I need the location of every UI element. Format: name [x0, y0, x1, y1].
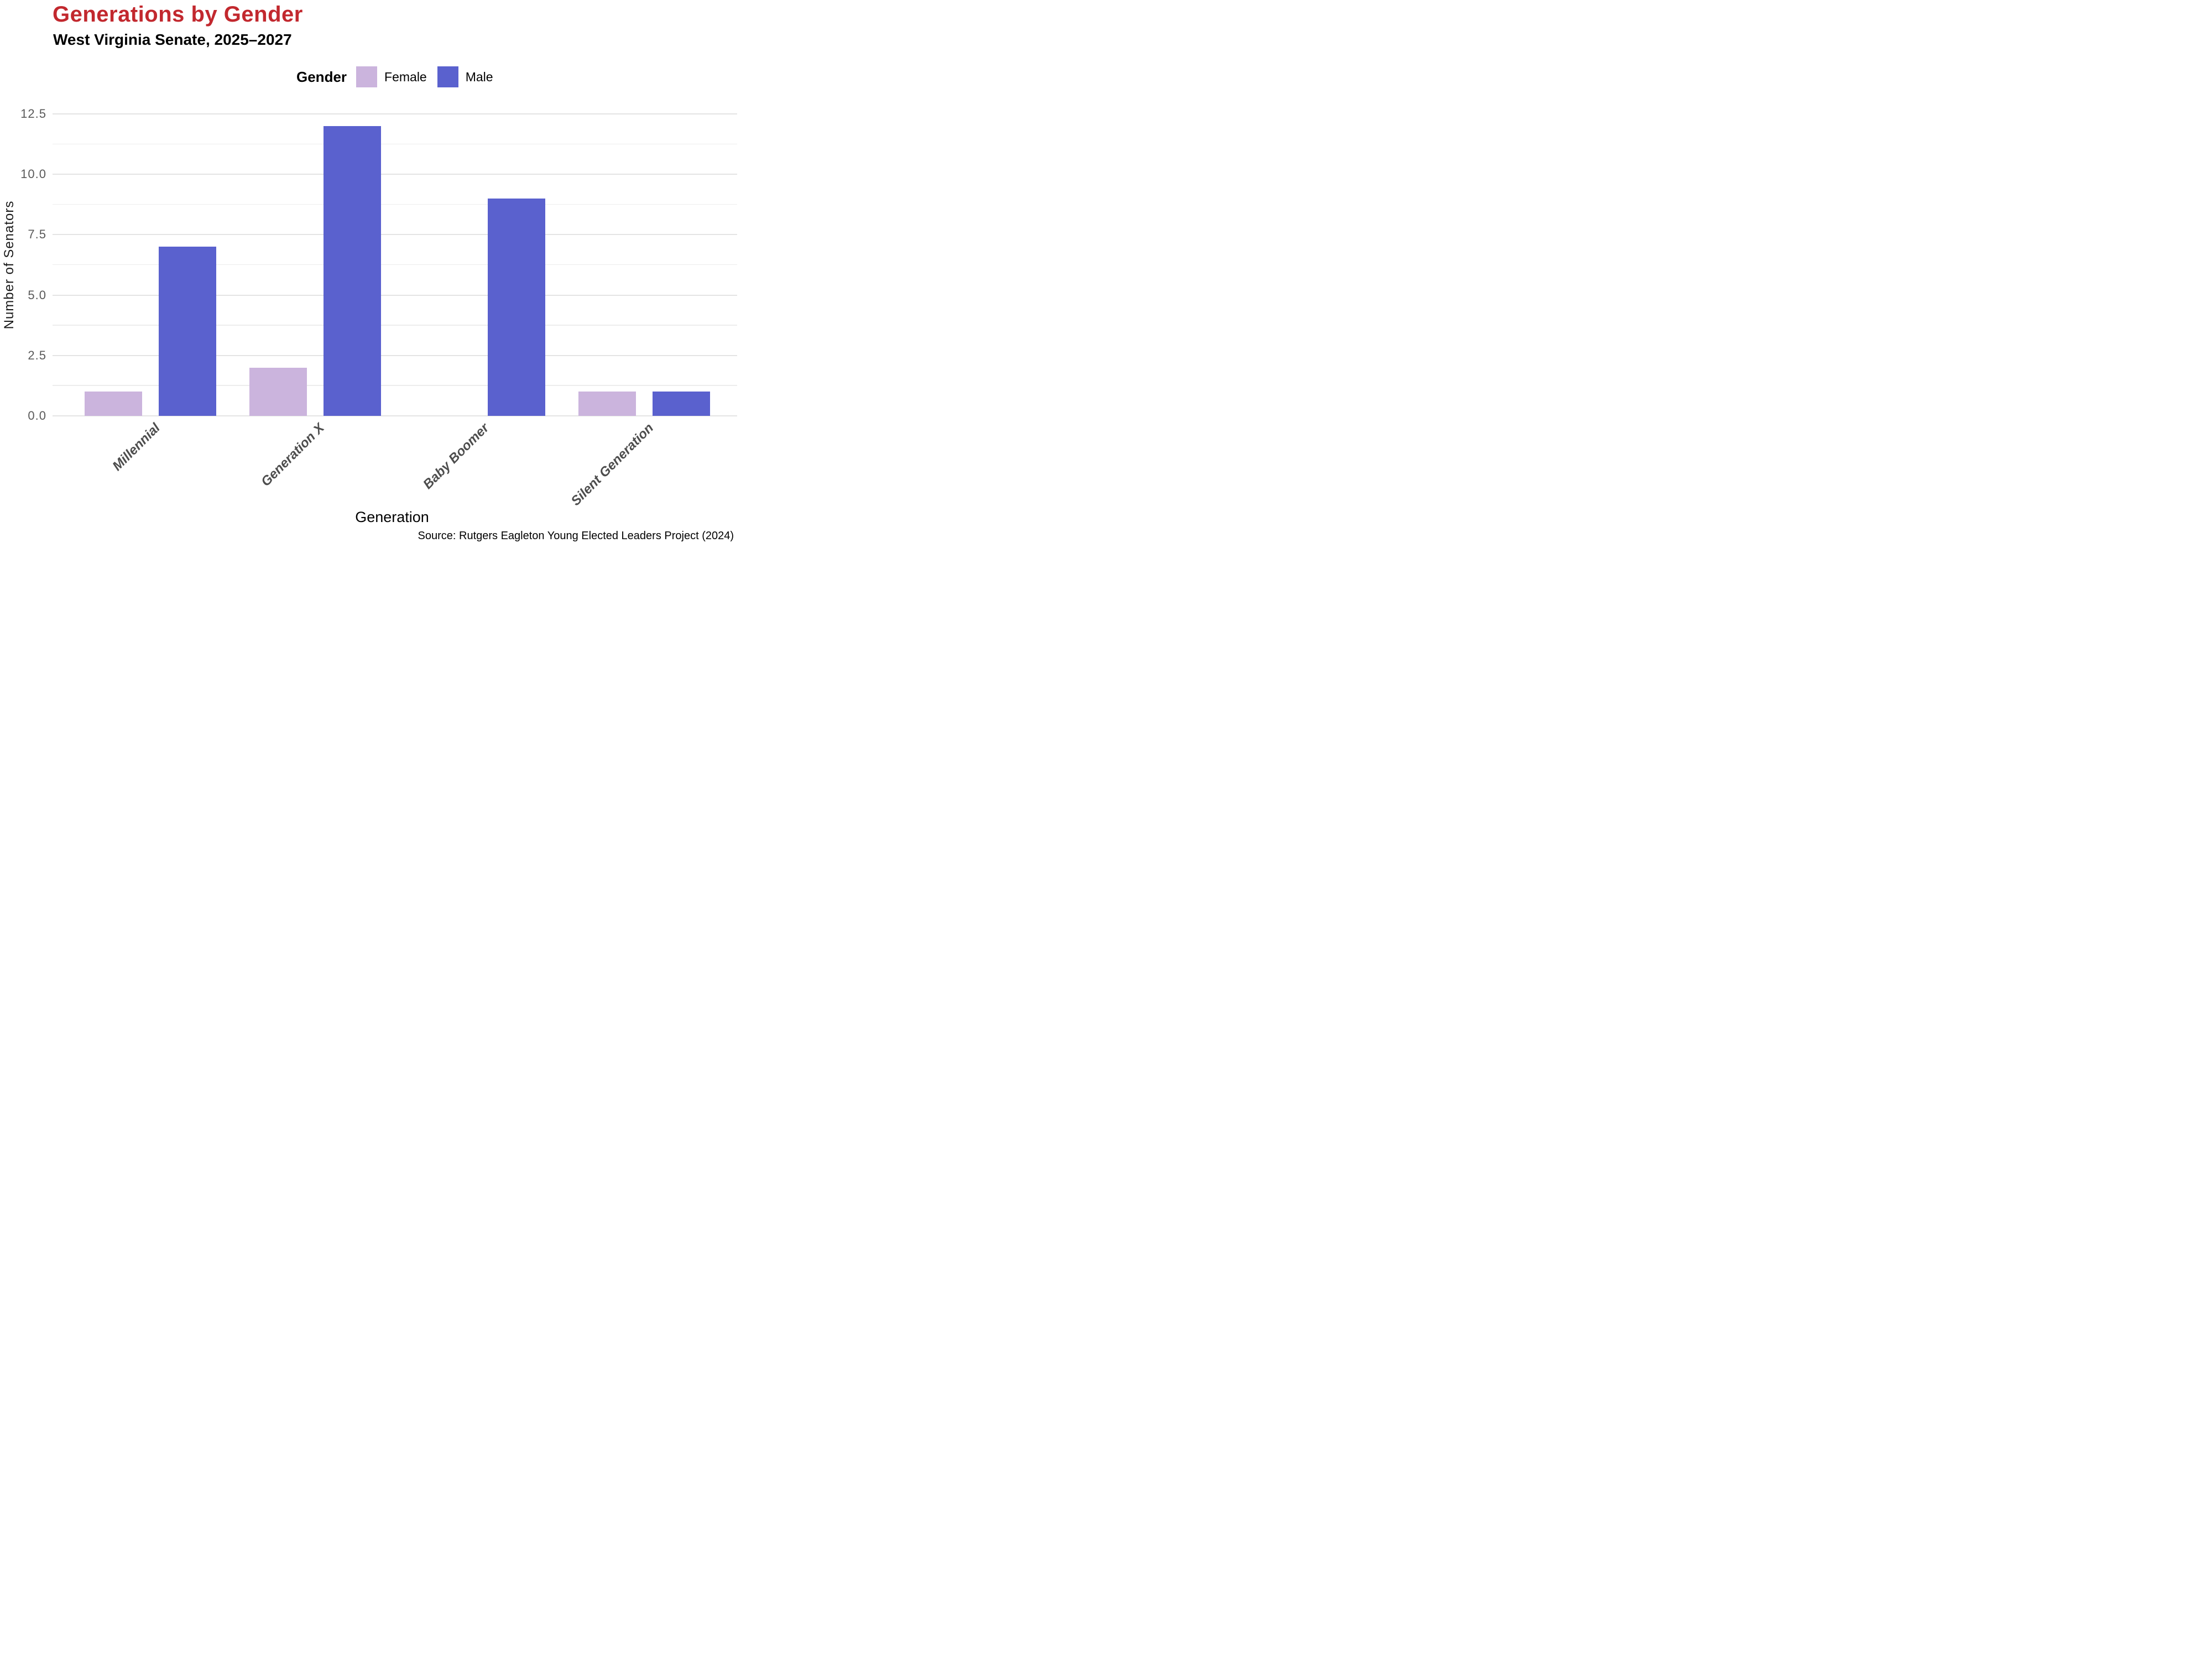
plot-area: 0.0 2.5 5.0 7.5 10.0 12.5 Millennial Generation…	[0, 0, 737, 553]
x-tick-label-baby-boomer: Baby Boomer	[420, 420, 492, 492]
bar-female-generation-x	[249, 367, 307, 416]
source-note: Source: Rutgers Eagleton Young Elected L…	[418, 530, 734, 542]
y-axis-title: Number of Senators	[2, 200, 17, 330]
gridline-major-10	[53, 174, 737, 175]
gridline-major-5	[53, 294, 737, 296]
y-tick-label-5.0: 5.0	[28, 288, 46, 302]
bar-male-baby-boomer	[488, 198, 546, 416]
y-tick-label-2.5: 2.5	[28, 348, 46, 362]
legend: Gender Female Male	[296, 66, 504, 88]
gridline-major-0	[53, 415, 737, 416]
gridline-major-12.5	[53, 113, 737, 114]
legend-label-female: Female	[384, 69, 427, 84]
y-tick-label-12.5: 12.5	[20, 107, 46, 121]
y-tick-label-7.5: 7.5	[28, 227, 46, 242]
x-axis-title: Generation	[355, 509, 429, 525]
gridline-major-2.5	[53, 354, 737, 356]
chart-subtitle: West Virginia Senate, 2025–2027	[53, 31, 292, 48]
bar-male-millennial	[159, 247, 216, 416]
legend-swatch-male	[437, 66, 458, 87]
bar-male-silent-generation	[653, 392, 710, 416]
y-tick-label-10.0: 10.0	[20, 167, 46, 181]
legend-label-male: Male	[465, 69, 493, 84]
bar-female-millennial	[85, 392, 142, 416]
x-tick-label-generation-x: Generation X	[258, 420, 328, 490]
bar-female-silent-generation	[578, 392, 636, 416]
gridline-minor-6.25	[53, 264, 737, 265]
bar-male-generation-x	[323, 126, 381, 416]
legend-swatch-female	[356, 66, 378, 87]
x-tick-label-millennial: Millennial	[109, 420, 163, 474]
x-tick-label-silent-generation: Silent Generation	[568, 420, 657, 509]
legend-title: Gender	[296, 68, 347, 85]
chart-title: Generations by Gender	[53, 2, 303, 27]
y-tick-label-0.0: 0.0	[28, 409, 46, 422]
chart-canvas: 0.0 2.5 5.0 7.5 10.0 12.5 Millennial Generation…	[0, 0, 737, 553]
gridline-minor-8.75	[53, 204, 737, 205]
gridline-major-7.5	[53, 234, 737, 236]
